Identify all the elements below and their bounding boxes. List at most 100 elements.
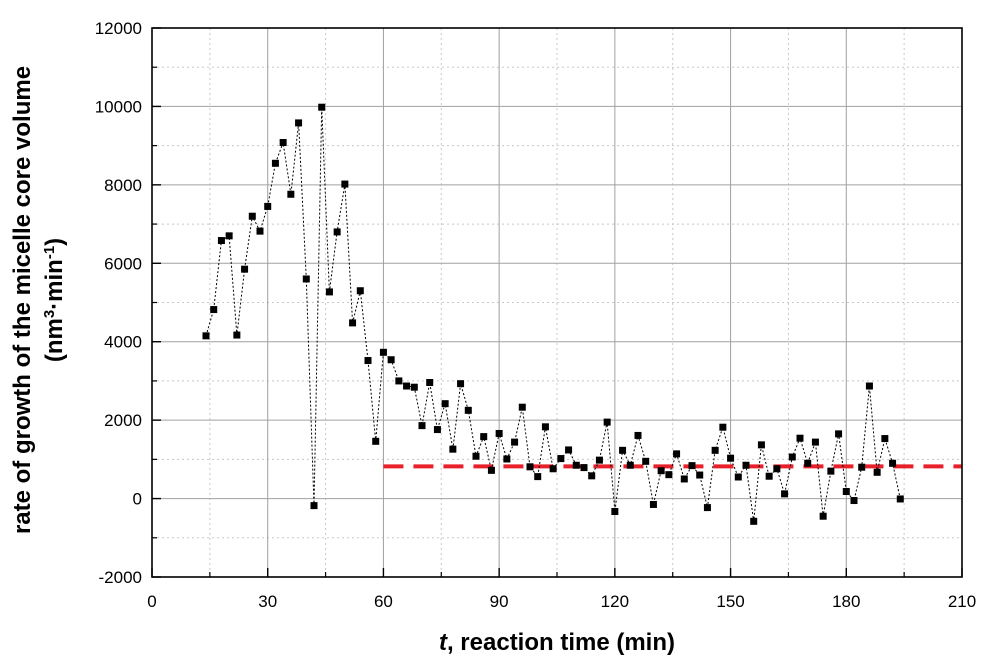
data-point: [264, 202, 272, 210]
data-point: [873, 468, 881, 476]
data-point: [379, 348, 387, 356]
x-tick-label: 0: [147, 592, 156, 611]
data-point: [464, 406, 472, 414]
y-tick-label: 4000: [104, 333, 142, 352]
data-point: [449, 445, 457, 453]
series-layer: [202, 103, 904, 525]
x-axis-title-italic: t: [439, 629, 448, 656]
data-point: [727, 454, 735, 462]
data-point: [703, 504, 711, 512]
data-point: [642, 457, 650, 465]
data-point: [287, 190, 295, 198]
y-axis-title-line1: rate of growth of the micelle core volum…: [9, 66, 36, 534]
data-point: [804, 459, 812, 467]
data-point: [619, 446, 627, 454]
y-unit-sup2: -1: [41, 246, 58, 259]
data-point: [711, 446, 719, 454]
data-point: [765, 472, 773, 480]
data-point: [372, 437, 380, 445]
y-tick-label: 2000: [104, 411, 142, 430]
data-point: [588, 472, 596, 480]
data-point: [696, 471, 704, 479]
data-point: [256, 227, 264, 235]
y-axis-title-line2: (nm3·min-1): [41, 238, 69, 362]
x-tick-label: 90: [490, 592, 509, 611]
data-point: [634, 431, 642, 439]
data-point: [811, 438, 819, 446]
data-point: [580, 464, 588, 472]
data-point: [349, 319, 357, 327]
data-point: [665, 471, 673, 479]
x-tick-label: 120: [601, 592, 629, 611]
data-point: [549, 465, 557, 473]
data-point: [217, 237, 225, 245]
y-tick-label: 0: [133, 490, 142, 509]
data-point: [395, 377, 403, 385]
data-point: [850, 497, 858, 505]
x-tick-label: 30: [258, 592, 277, 611]
data-point: [719, 423, 727, 431]
data-point: [241, 265, 249, 273]
data-point: [626, 461, 634, 469]
data-point: [796, 434, 804, 442]
data-point: [410, 383, 418, 391]
data-point: [387, 356, 395, 364]
data-point: [773, 465, 781, 473]
data-point: [403, 382, 411, 390]
data-point: [565, 446, 573, 454]
data-point: [858, 463, 866, 471]
y-unit-mid: ·min: [41, 259, 68, 310]
data-point: [295, 119, 303, 127]
data-point: [680, 475, 688, 483]
data-point: [210, 306, 218, 314]
data-point: [534, 473, 542, 481]
data-point: [318, 103, 326, 111]
y-tick-label: -2000: [99, 568, 142, 587]
data-point: [426, 378, 434, 386]
data-point: [742, 461, 750, 469]
grid-layer: [152, 28, 962, 577]
data-point: [865, 382, 873, 390]
data-point: [356, 287, 364, 295]
data-point: [572, 461, 580, 469]
y-unit-sup1: 3: [41, 310, 58, 318]
y-unit-end: ): [41, 238, 68, 246]
data-point: [518, 403, 526, 411]
data-point: [557, 455, 565, 463]
data-point: [503, 455, 511, 463]
data-point: [649, 500, 657, 508]
data-point: [835, 430, 843, 438]
data-point: [325, 288, 333, 296]
data-point: [310, 502, 318, 510]
tick-layer: 0 30 60 90 120 150 180 210 -2000 0 2000 4000 6000 800…: [95, 19, 976, 611]
data-point: [896, 495, 904, 503]
y-tick-label: 10000: [95, 97, 142, 116]
data-point: [819, 512, 827, 520]
x-tick-label: 150: [716, 592, 744, 611]
data-point: [333, 228, 341, 236]
data-point: [364, 357, 372, 365]
data-point: [595, 456, 603, 464]
data-point: [827, 467, 835, 475]
data-point: [842, 488, 850, 496]
data-point: [202, 332, 210, 340]
data-point: [472, 452, 480, 460]
data-point: [734, 473, 742, 481]
x-axis-title-rest: , reaction time (min): [447, 629, 675, 656]
y-tick-label: 6000: [104, 254, 142, 273]
data-point: [688, 462, 696, 470]
data-point: [788, 453, 796, 461]
data-point: [480, 433, 488, 441]
data-point: [781, 490, 789, 498]
data-point: [248, 212, 256, 220]
data-point: [487, 466, 495, 474]
data-point: [233, 331, 241, 339]
x-tick-label: 60: [374, 592, 393, 611]
y-tick-label: 12000: [95, 19, 142, 38]
data-point: [541, 423, 549, 431]
data-point: [673, 450, 681, 458]
x-axis-title: t, reaction time (min): [439, 629, 675, 656]
data-point: [341, 180, 349, 188]
data-point: [611, 508, 619, 516]
